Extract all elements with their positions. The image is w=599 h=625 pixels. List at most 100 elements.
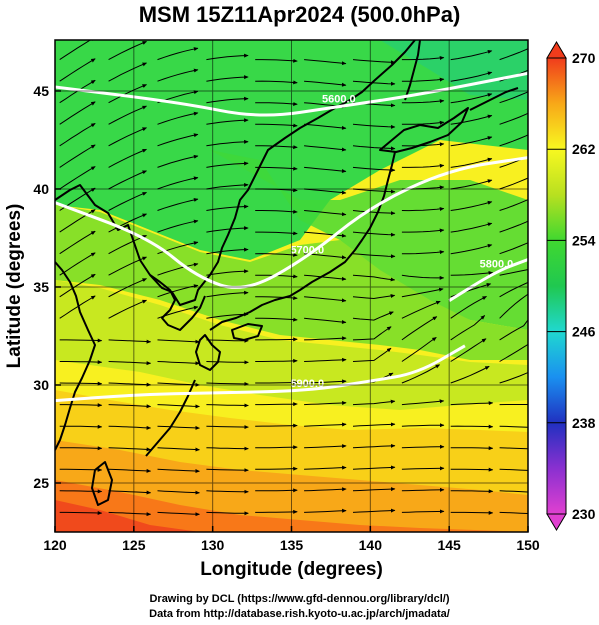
streamline [206,204,249,211]
streamline [255,380,298,385]
streamline [108,105,147,125]
streamline [352,166,396,173]
colorbar-tick-label: 230 [572,506,596,522]
streamline [255,466,298,471]
streamline [304,166,347,173]
contour-line [55,344,466,403]
streamline [108,62,147,82]
colorbar-tick-label: 246 [572,324,596,340]
colorbar-tick-label: 270 [572,50,596,66]
streamline [304,123,347,130]
streamline [450,157,493,168]
streamline [401,316,438,341]
streamline [59,403,103,408]
streamline [59,58,96,82]
contour-line [448,258,528,302]
streamline [352,80,396,86]
streamline [352,399,396,406]
streamline [450,71,493,82]
streamline [304,465,347,470]
streamline [450,49,493,61]
streamline [401,77,445,82]
y-tick-label: 35 [33,279,49,295]
streamline [450,222,493,233]
streamline [206,489,249,494]
streamline [401,300,441,319]
streamline [352,59,396,65]
streamline [352,231,396,237]
streamline [157,133,199,147]
streamline [157,468,200,474]
streamline [401,99,445,104]
streamline [450,200,493,211]
streamline [206,161,249,168]
streamline [401,466,445,471]
streamline [499,91,528,104]
streamline [255,509,298,514]
streamline [304,444,347,449]
streamline [304,336,347,341]
colorbar-tick-label: 254 [572,232,596,248]
streamline [59,166,96,190]
streamline [499,112,528,125]
x-axis-label: Longitude (degrees) [200,559,383,580]
streamline [59,295,96,319]
streamline [206,290,249,298]
streamline [401,509,445,514]
streamline [304,379,347,384]
streamline [59,424,103,429]
streamline [352,123,396,129]
plot-area: 5600.0 5700.0 5800.0 5900.0 [55,40,528,532]
streamline [108,339,152,344]
streamline [255,337,298,342]
colorbar: 230 238 246 254 262 270 [546,41,596,531]
streamline [157,447,200,452]
streamline [304,274,347,281]
streamline [304,210,347,217]
streamline [206,53,249,61]
streamline [352,508,396,513]
streamline [255,209,298,214]
streamline [59,510,103,515]
contour-label: 5900.0 [290,378,324,390]
streamline [59,360,103,365]
streamline [401,444,445,449]
streamline [304,400,347,406]
streamline [499,343,528,362]
streamline [401,487,445,492]
streamline [59,252,96,276]
streamline [206,446,249,451]
streamline [450,489,494,494]
streamline [206,96,249,104]
streamline [450,93,493,104]
streamline [450,243,493,255]
figure-title: MSM 15Z11Apr2024 (500.0hPa) [138,2,461,27]
streamline [450,401,494,406]
streamline [401,142,445,147]
streamline [401,336,437,362]
streamline [108,490,152,495]
streamline [450,179,493,190]
streamline [352,293,396,300]
streamline [304,188,347,195]
streamline [206,381,249,386]
streamline [352,210,396,216]
streamline [206,312,249,319]
colorbar-body [546,57,567,515]
streamline [59,273,96,298]
streamline [108,404,152,409]
coastline-hokkaido [379,107,469,153]
streamline [304,422,347,427]
x-axis-ticks: 120 125 130 135 140 145 150 [43,526,540,553]
streamline [255,58,298,63]
streamline [206,468,249,473]
y-axis-label: Latitude (degrees) [4,203,25,369]
streamline [157,47,199,61]
streamline [108,191,147,211]
streamline [401,120,445,125]
credit-drawing: Drawing by DCL (https://www.gfd-dennou.o… [149,593,450,605]
streamline [499,468,528,471]
streamline [157,425,200,430]
streamline [206,75,249,82]
streamline [352,311,394,321]
